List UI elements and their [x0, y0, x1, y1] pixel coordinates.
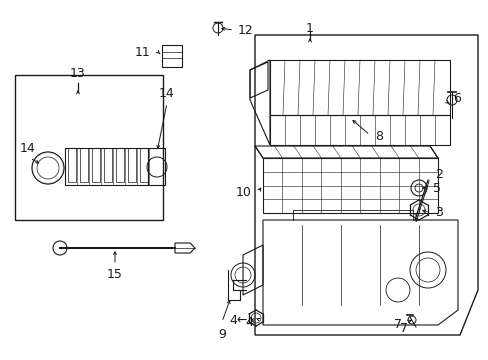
Text: 5: 5 — [432, 181, 440, 194]
Text: 14: 14 — [20, 142, 36, 155]
Text: 2: 2 — [434, 168, 442, 181]
Text: 3: 3 — [434, 206, 442, 219]
Text: 14: 14 — [159, 87, 175, 100]
Text: 9: 9 — [218, 328, 225, 341]
Text: 12: 12 — [238, 23, 253, 36]
Bar — [162, 45, 182, 67]
Text: 1: 1 — [305, 22, 313, 35]
Text: 6: 6 — [452, 91, 460, 104]
Text: 8: 8 — [374, 130, 382, 144]
Text: 13: 13 — [70, 67, 86, 80]
Bar — [15, 75, 163, 220]
Text: 15: 15 — [107, 268, 122, 281]
Text: 4←: 4← — [229, 314, 247, 327]
Text: 7: 7 — [393, 319, 401, 332]
Text: 7: 7 — [399, 321, 407, 334]
Text: 11: 11 — [134, 45, 150, 58]
Text: 4: 4 — [244, 315, 252, 328]
Text: 10: 10 — [236, 185, 251, 198]
